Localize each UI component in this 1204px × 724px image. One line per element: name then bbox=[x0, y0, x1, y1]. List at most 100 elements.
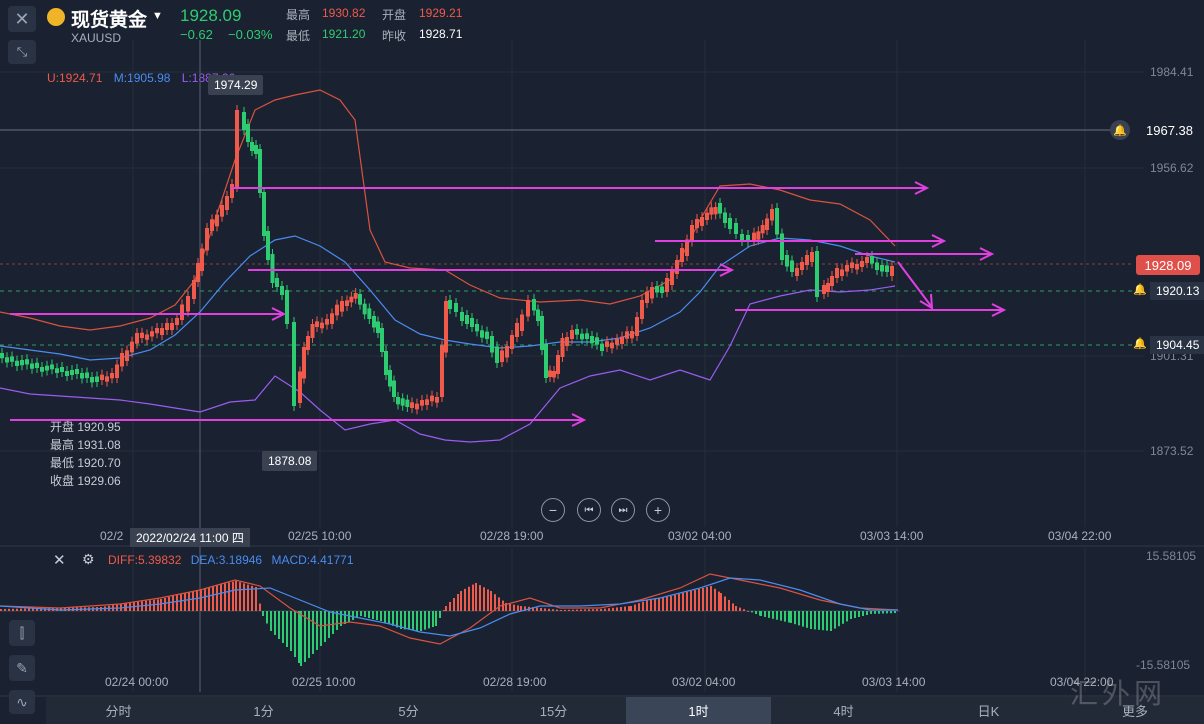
candle bbox=[675, 260, 679, 274]
macd-bar bbox=[834, 611, 836, 629]
tab-15min[interactable]: 15分 bbox=[539, 704, 568, 719]
macd-bar bbox=[304, 611, 306, 662]
macd-bar bbox=[690, 591, 692, 611]
tab-more[interactable]: 更多 bbox=[1121, 704, 1148, 719]
instrument-title[interactable]: 现货黄金 bbox=[71, 10, 148, 31]
macd-bar bbox=[604, 608, 606, 611]
macd-bar bbox=[196, 590, 198, 611]
pencil-icon[interactable]: ✎ bbox=[9, 655, 35, 681]
alert-price-2[interactable]: 1904.45 bbox=[1150, 336, 1204, 354]
candle bbox=[826, 283, 830, 292]
zoom-out-icon[interactable]: − bbox=[541, 498, 565, 522]
candle bbox=[590, 336, 594, 344]
candle bbox=[640, 300, 644, 319]
tab-1min[interactable]: 1分 bbox=[253, 704, 274, 719]
candlestick-icon[interactable]: ⫿ bbox=[9, 620, 35, 646]
candle bbox=[10, 356, 14, 362]
macd-bar bbox=[612, 607, 614, 611]
candle bbox=[780, 233, 784, 260]
candle bbox=[500, 350, 504, 362]
candle bbox=[536, 309, 540, 321]
tab-4hour[interactable]: 4时 bbox=[833, 704, 854, 719]
macd-bar bbox=[12, 608, 14, 611]
macd-bar bbox=[235, 581, 237, 611]
candle bbox=[855, 264, 859, 270]
bell-icon[interactable]: 🔔 bbox=[1110, 120, 1130, 140]
macd-bar bbox=[682, 593, 684, 611]
tab-daily[interactable]: 日K bbox=[977, 704, 1000, 719]
bell-icon[interactable]: 🔔 bbox=[1133, 284, 1147, 296]
macd-bar bbox=[324, 611, 326, 642]
candle bbox=[376, 321, 380, 333]
macd-bar bbox=[255, 587, 257, 611]
candle bbox=[192, 280, 196, 299]
candle bbox=[45, 365, 49, 371]
candle bbox=[150, 331, 154, 337]
close-icon[interactable]: ✕ bbox=[53, 552, 66, 569]
macd-bar bbox=[772, 611, 774, 619]
close-icon[interactable]: ✕ bbox=[8, 6, 36, 32]
candle bbox=[785, 255, 789, 267]
candle bbox=[175, 318, 179, 325]
candle bbox=[880, 265, 884, 272]
candle bbox=[680, 248, 684, 262]
candle bbox=[292, 322, 296, 406]
macd-bar bbox=[408, 611, 410, 630]
candle bbox=[75, 369, 79, 374]
macd-bar bbox=[224, 583, 226, 611]
candle bbox=[620, 336, 624, 344]
candle bbox=[160, 328, 164, 335]
candle bbox=[200, 248, 204, 271]
macd-bar bbox=[826, 611, 828, 631]
tab-5min[interactable]: 5分 bbox=[398, 704, 419, 719]
step-back-icon[interactable]: ⏮ bbox=[577, 498, 601, 522]
candle bbox=[734, 223, 738, 234]
macd-bar bbox=[536, 607, 538, 611]
candle bbox=[585, 333, 589, 339]
candle bbox=[454, 303, 458, 312]
step-forward-icon[interactable]: ⏭ bbox=[611, 498, 635, 522]
macd-bar bbox=[743, 609, 745, 611]
candle bbox=[630, 331, 634, 339]
collapse-icon[interactable]: ⤡ bbox=[8, 40, 36, 64]
candle bbox=[130, 341, 134, 353]
candle bbox=[740, 234, 744, 241]
macd-bar bbox=[702, 588, 704, 611]
macd-bar bbox=[739, 607, 741, 611]
candle bbox=[670, 271, 674, 285]
macd-bar bbox=[200, 589, 202, 611]
candle bbox=[0, 353, 4, 359]
macd-bar bbox=[404, 611, 406, 630]
settings-icon[interactable]: ⚙ bbox=[82, 551, 95, 567]
candle bbox=[544, 344, 548, 378]
alert-price-1[interactable]: 1920.13 bbox=[1150, 282, 1204, 300]
prev-close-value: 1928.71 bbox=[419, 27, 463, 41]
candle bbox=[485, 331, 489, 339]
chevron-down-icon[interactable]: ▼ bbox=[152, 10, 163, 22]
candle bbox=[384, 351, 388, 375]
candle bbox=[330, 313, 334, 324]
candle bbox=[196, 263, 200, 282]
bell-icon[interactable]: 🔔 bbox=[1133, 338, 1147, 350]
macd-bar bbox=[630, 606, 632, 611]
tab-1hour[interactable]: 1时 bbox=[626, 697, 771, 724]
macd-bar bbox=[428, 611, 430, 629]
price-tick-4: 1873.52 bbox=[1150, 444, 1194, 458]
candle bbox=[760, 225, 765, 234]
macd-bar bbox=[890, 611, 892, 614]
zoom-in-icon[interactable]: + bbox=[646, 498, 670, 522]
macd-bar bbox=[282, 611, 284, 643]
macd-bar bbox=[453, 598, 455, 611]
current-price-tag: 1928.09 bbox=[1136, 255, 1200, 275]
macd-bar bbox=[8, 608, 10, 611]
candle bbox=[660, 286, 664, 293]
tab-intraday[interactable]: 分时 bbox=[105, 704, 132, 719]
macd-bar bbox=[794, 611, 796, 625]
candle bbox=[595, 337, 599, 345]
candle bbox=[90, 377, 94, 383]
indicator-icon[interactable]: ∿ bbox=[9, 690, 35, 714]
candle bbox=[475, 324, 479, 332]
macd-bar bbox=[220, 584, 222, 611]
candle bbox=[495, 346, 499, 363]
